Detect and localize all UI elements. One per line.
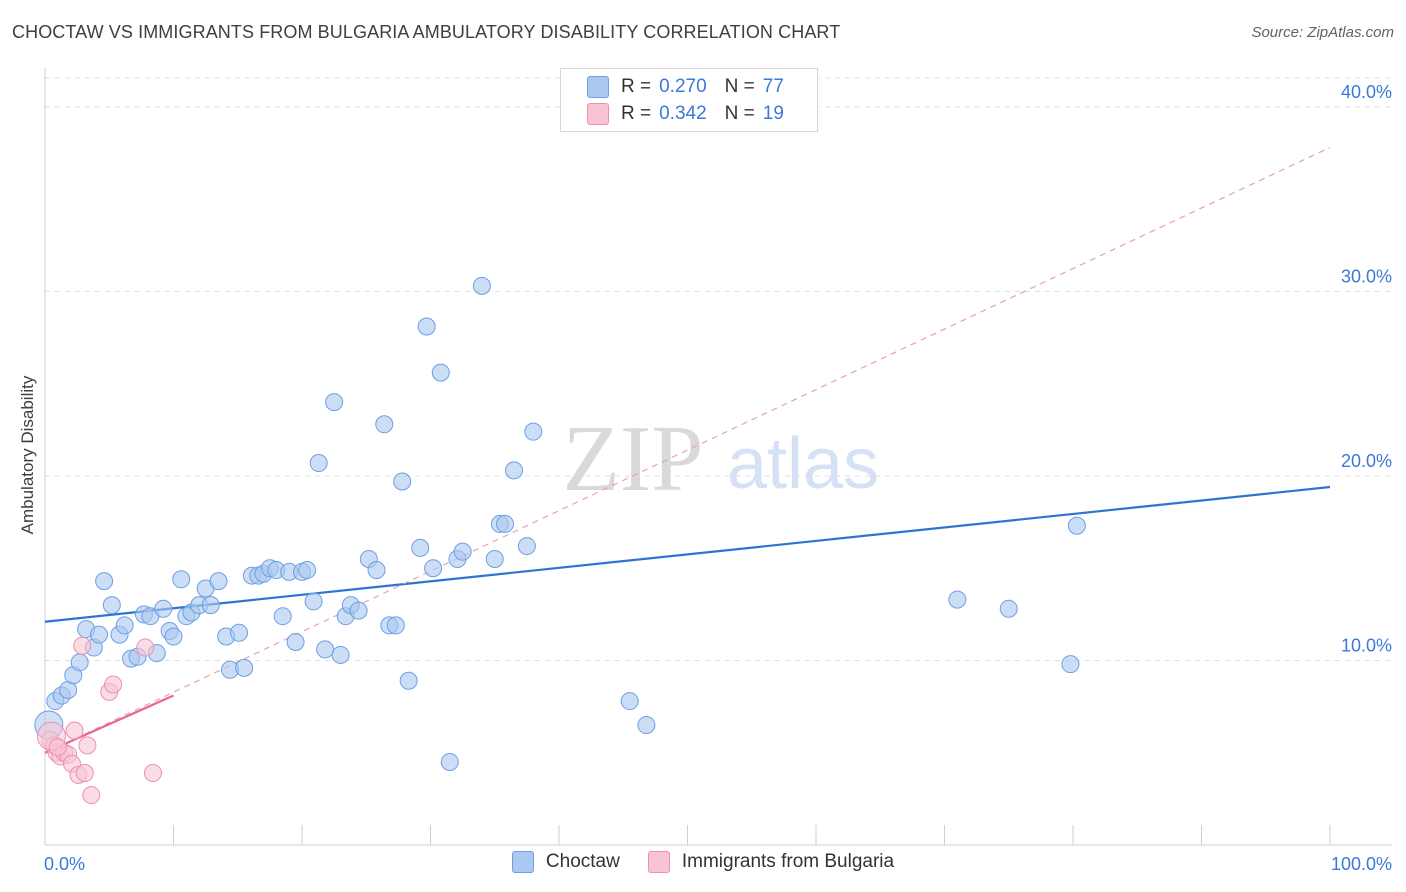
point-choctaw xyxy=(637,716,656,735)
trend-line-extended-1 xyxy=(44,146,1331,754)
point-choctaw xyxy=(386,616,405,635)
point-bulgaria xyxy=(48,738,67,757)
x-tick-label: 0.0% xyxy=(44,854,85,874)
y-tick-label: 30.0% xyxy=(1341,266,1392,286)
point-choctaw xyxy=(304,592,323,611)
legend-r-label: R = xyxy=(621,76,652,97)
legend-r-value: 0.270 xyxy=(659,76,707,97)
y-tick-label: 10.0% xyxy=(1341,635,1392,655)
watermark-atlas: atlas xyxy=(727,424,879,504)
point-choctaw xyxy=(948,590,967,609)
point-choctaw xyxy=(524,422,543,441)
point-choctaw xyxy=(154,599,173,618)
point-choctaw xyxy=(453,542,472,561)
point-choctaw xyxy=(115,616,134,635)
trend-line-1 xyxy=(44,694,174,754)
legend-row-choctaw: R = 0.270 N = 77 xyxy=(587,74,784,100)
y-tick-label: 40.0% xyxy=(1341,82,1392,102)
point-choctaw xyxy=(517,537,536,556)
point-choctaw xyxy=(164,627,183,646)
legend-r-value: 0.342 xyxy=(659,103,707,124)
point-choctaw xyxy=(411,538,430,557)
point-choctaw xyxy=(417,317,436,336)
point-choctaw xyxy=(89,625,108,644)
point-bulgaria xyxy=(136,638,155,657)
point-bulgaria xyxy=(78,736,97,755)
point-bulgaria xyxy=(104,675,123,694)
tick-labels: 10.0% 20.0% 30.0% 40.0% 0.0% 100.0% xyxy=(44,82,1392,874)
point-choctaw xyxy=(95,572,114,591)
point-choctaw xyxy=(1067,516,1086,535)
legend-n-label: N = xyxy=(724,103,755,124)
point-choctaw xyxy=(349,601,368,620)
series-label-bulgaria: Immigrants from Bulgaria xyxy=(681,851,895,872)
point-choctaw xyxy=(505,461,524,480)
point-choctaw xyxy=(431,363,450,382)
legend-n-value: 77 xyxy=(762,76,784,97)
data-points xyxy=(34,276,1086,805)
point-choctaw xyxy=(316,640,335,659)
point-bulgaria xyxy=(82,786,101,805)
series-legend-choctaw[interactable]: Choctaw xyxy=(511,851,620,873)
point-choctaw xyxy=(331,645,350,664)
legend-swatch-bulgaria xyxy=(587,103,609,125)
point-choctaw xyxy=(620,692,639,711)
point-bulgaria xyxy=(75,764,94,783)
trend-lines xyxy=(44,146,1331,754)
point-choctaw xyxy=(209,572,228,591)
point-choctaw xyxy=(496,514,515,533)
point-choctaw xyxy=(440,752,459,771)
point-choctaw xyxy=(367,561,386,580)
legend-n-label: N = xyxy=(724,76,755,97)
point-choctaw xyxy=(70,653,89,672)
y-tick-label: 20.0% xyxy=(1341,451,1392,471)
point-choctaw xyxy=(286,633,305,652)
series-label-choctaw: Choctaw xyxy=(545,851,620,872)
point-choctaw xyxy=(298,561,317,580)
point-choctaw xyxy=(424,559,443,578)
point-choctaw xyxy=(393,472,412,491)
series-legend-bulgaria[interactable]: Immigrants from Bulgaria xyxy=(647,851,895,873)
series-legend: Choctaw Immigrants from Bulgaria xyxy=(0,851,1406,873)
legend-swatch-choctaw xyxy=(587,76,609,98)
point-choctaw xyxy=(399,671,418,690)
legend-n-value: 19 xyxy=(762,103,784,124)
series-swatch-choctaw xyxy=(511,851,534,873)
point-choctaw xyxy=(472,276,491,295)
chart-title: CHOCTAW VS IMMIGRANTS FROM BULGARIA AMBU… xyxy=(12,22,841,42)
point-choctaw xyxy=(235,658,254,677)
point-bulgaria xyxy=(143,764,162,783)
source-label: Source: ZipAtlas.com xyxy=(1251,24,1394,41)
point-choctaw xyxy=(999,599,1018,618)
series-swatch-bulgaria xyxy=(647,851,670,873)
trend-line-0 xyxy=(44,485,1331,623)
point-choctaw xyxy=(309,454,328,473)
point-choctaw xyxy=(325,393,344,412)
point-choctaw xyxy=(375,415,394,434)
point-choctaw xyxy=(485,549,504,568)
x-tick-label: 100.0% xyxy=(1331,854,1392,874)
point-choctaw xyxy=(273,607,292,626)
point-bulgaria xyxy=(73,636,92,655)
point-choctaw xyxy=(102,596,121,615)
point-choctaw xyxy=(230,623,249,642)
watermark-zip: ZIP xyxy=(563,407,704,511)
point-bulgaria xyxy=(65,721,84,740)
axes xyxy=(44,68,1392,846)
point-choctaw xyxy=(172,570,191,589)
legend-row-bulgaria: R = 0.342 N = 19 xyxy=(587,101,784,127)
correlation-legend: R = 0.270 N = 77 R = 0.342 N = 19 xyxy=(560,68,818,132)
legend-r-label: R = xyxy=(621,103,652,124)
point-choctaw xyxy=(201,596,220,615)
point-choctaw xyxy=(1061,655,1080,674)
